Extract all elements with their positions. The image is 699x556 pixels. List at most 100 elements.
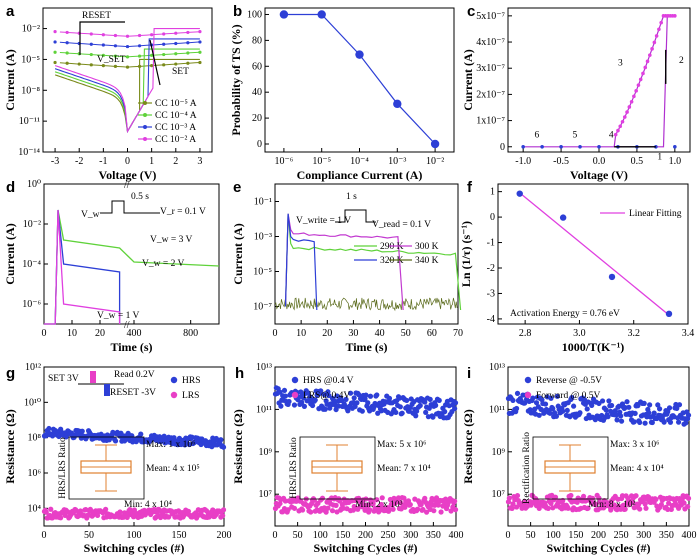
panel-label-g: g (6, 365, 15, 382)
legend-entry-0: Reverse @ -0.5V (536, 376, 602, 386)
series-1-point (592, 501, 598, 507)
y-axis-label: Ln (1/τ) (s⁻¹) (459, 221, 473, 287)
series-0-point (291, 402, 298, 408)
legend-entry-2: CC 10⁻³ A (155, 123, 196, 133)
x-tick-label: 10 (296, 328, 306, 339)
series-marker-1 (186, 51, 190, 55)
x-tick-label: 50 (526, 530, 536, 541)
series-1-point (407, 502, 413, 508)
x-tick-label: 10⁻⁶ (275, 156, 294, 167)
series-marker-3 (137, 33, 142, 38)
axis-break-bottom: // (124, 320, 130, 331)
series-label-1: V_w = 2 V (142, 259, 185, 269)
x-tick-label: 10⁻² (426, 156, 444, 167)
series-1-point (580, 493, 587, 500)
series-0-point (667, 419, 674, 425)
legend-marker-1 (170, 391, 178, 399)
x-tick-label: 100 (546, 530, 561, 541)
series-0-point (318, 388, 324, 394)
x-tick-label: 200 (358, 530, 373, 541)
x-axis-label: Switching Cycles (#) (314, 541, 418, 555)
series-marker-3 (113, 33, 118, 38)
panel-label-e: e (233, 179, 241, 196)
series-1-point (568, 492, 574, 499)
y-tick-label: 10⁷ (492, 489, 506, 500)
y-tick-label: 10⁻⁶ (22, 299, 41, 310)
series-1-point (323, 509, 329, 515)
baseline-marker (540, 144, 544, 149)
panel-label-c: c (467, 3, 475, 20)
series-0-point (436, 397, 442, 404)
series-0-point (301, 403, 308, 409)
series-marker-2 (113, 44, 118, 48)
series-0-point (533, 400, 540, 406)
inset-mean: Mean: 4 x 10⁴ (610, 464, 664, 474)
series-1-point (642, 501, 648, 507)
loop-marker (622, 115, 627, 119)
loop-marker (661, 14, 666, 18)
data-point-1 (317, 10, 326, 19)
series-1-point (220, 507, 227, 513)
y-tick-label: 10¹¹ (256, 404, 272, 415)
series-marker-0 (137, 64, 142, 68)
series-0-point (278, 403, 284, 409)
arrow-label-3: 3 (618, 59, 623, 69)
loop-marker (629, 99, 634, 104)
series-0-point (374, 392, 380, 398)
series-1-point (658, 501, 664, 508)
legend-marker-1 (524, 391, 532, 399)
series-0-point (577, 410, 583, 416)
series-1-point (414, 506, 421, 512)
data-point-3 (665, 310, 673, 318)
y-tick-label: 10⁹ (492, 447, 506, 458)
series-1-point (685, 495, 692, 501)
x-tick-label: 800 (183, 328, 198, 339)
y-tick-label: 10⁻⁵ (21, 54, 40, 65)
series-label-2: V_w = 1 V (97, 311, 140, 321)
series-0-point (609, 402, 615, 409)
y-tick-label: 10⁸ (28, 433, 42, 444)
pulse-reset-bar (104, 384, 110, 396)
series-marker-3 (101, 33, 105, 37)
series-0-point (584, 406, 590, 412)
series-0-point (547, 410, 553, 416)
y-tick-label: 5x10⁻⁷ (476, 11, 505, 22)
series-0-point (386, 395, 393, 401)
x-tick-label: 50 (84, 530, 94, 541)
x-axis-label: 1000/T(K⁻¹) (562, 340, 625, 354)
inset-y-label: HRS/LRS Ratio (289, 437, 299, 499)
y-tick-label: 10⁶ (28, 468, 42, 479)
series-0-point (413, 413, 419, 419)
series-marker-3 (174, 31, 178, 35)
y-tick-label: 10⁹ (259, 447, 273, 458)
series-1-point (370, 500, 376, 507)
series-1-point (643, 505, 649, 511)
baseline-marker (559, 144, 563, 149)
legend-entry-1: Forward @ 0.5V (536, 391, 601, 401)
legend-marker-2 (143, 125, 147, 129)
series-0-point (356, 391, 362, 398)
x-tick-label: 400 (449, 530, 464, 541)
x-axis-label: Time (s) (345, 340, 387, 354)
series-marker-0 (113, 64, 118, 68)
series-0-point (618, 413, 624, 419)
series-0-point (683, 420, 689, 426)
loop-marker (632, 94, 636, 99)
series-0-point (359, 408, 365, 414)
series-0-point (393, 409, 399, 416)
x-tick-label: 50 (293, 530, 303, 541)
series-0-point (612, 408, 618, 414)
inset-max: Max: 3 x 10⁶ (610, 440, 660, 450)
series-1-point (48, 506, 54, 512)
y-tick-label: 10⁴ (28, 503, 42, 514)
loop-marker (618, 124, 623, 129)
series-0-point (397, 404, 403, 410)
series-0-point (404, 397, 410, 404)
series-0-point (514, 390, 521, 396)
series-0-point (220, 444, 227, 450)
data-point-3 (393, 99, 402, 109)
x-tick-label: 3 (197, 156, 202, 167)
legend-entry-0: HRS @0.4 V (303, 376, 354, 386)
x-tick-label: 70 (453, 328, 463, 339)
series-0-point (79, 428, 85, 434)
